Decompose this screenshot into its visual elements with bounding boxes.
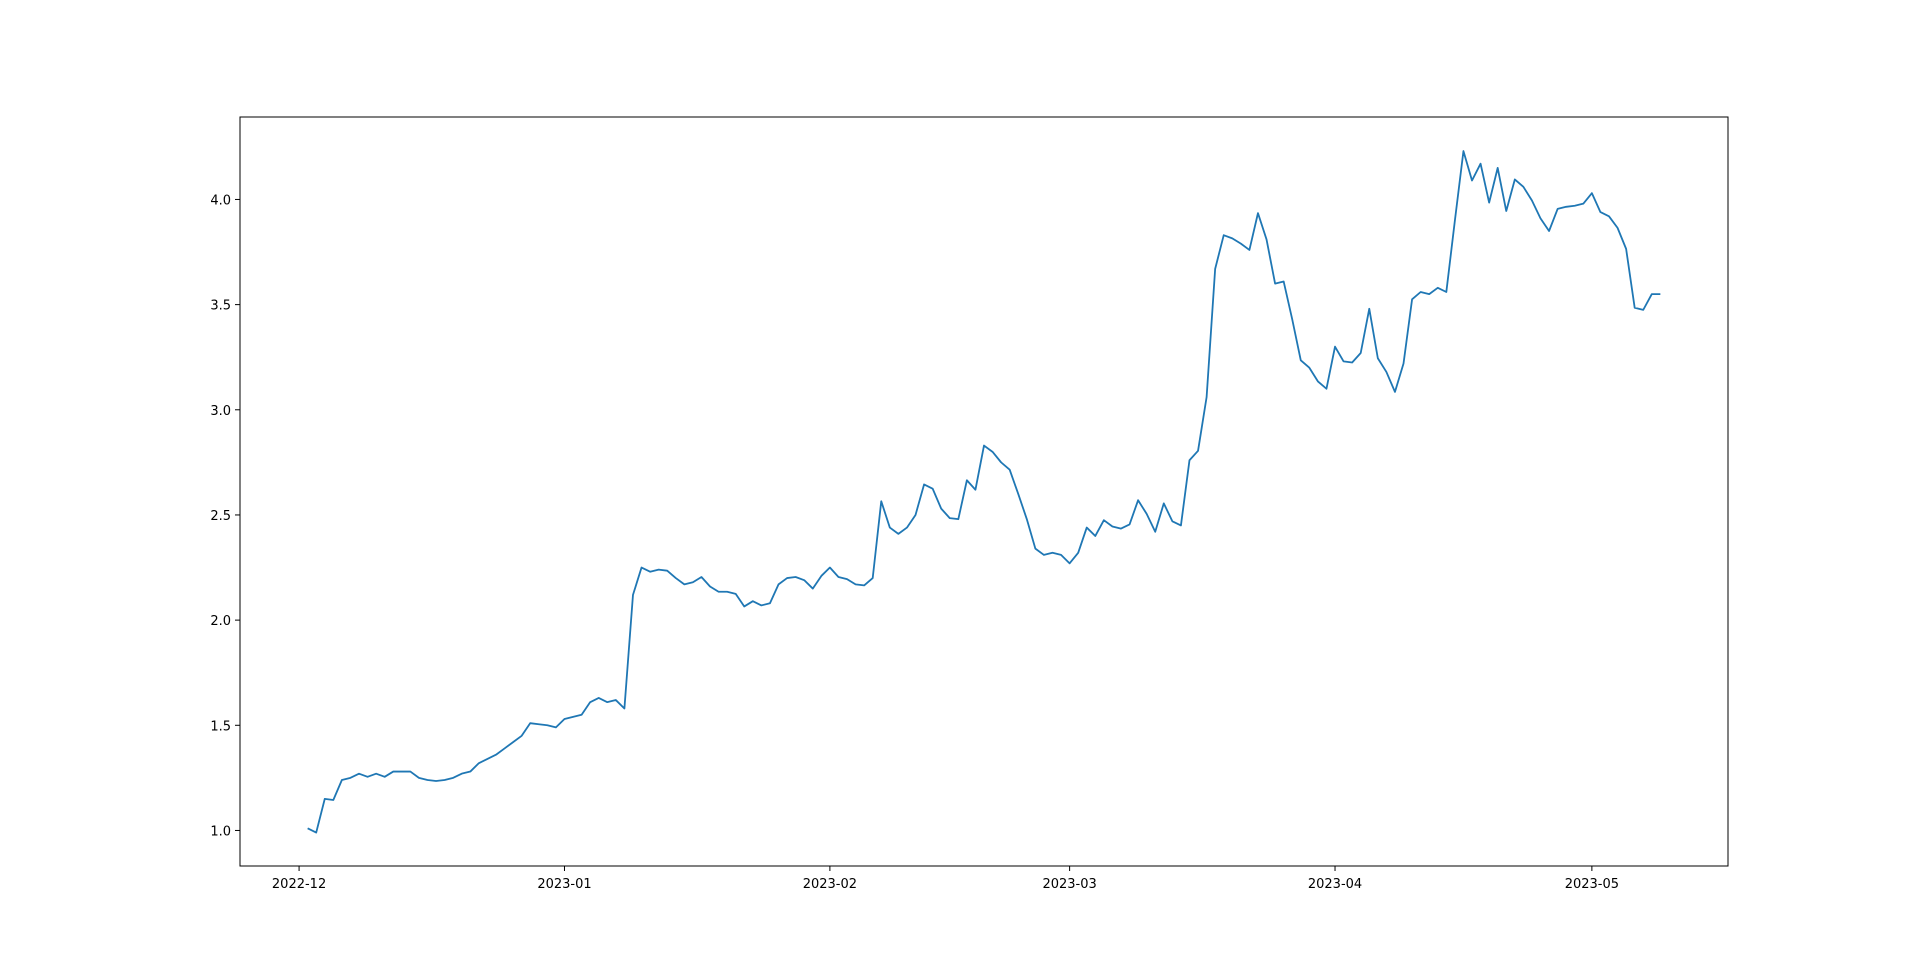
x-tick-label: 2023-05 [1565,877,1619,892]
y-tick-label: 1.0 [210,824,231,839]
y-tick-label: 2.0 [210,614,231,629]
y-tick-label: 4.0 [210,193,231,208]
plot-frame [239,116,1729,867]
x-tick-label: 2023-02 [803,877,857,892]
y-tick-label: 3.5 [210,299,231,314]
x-tick-label: 2023-04 [1308,877,1362,892]
y-tick-label: 1.5 [210,719,231,734]
y-tick-label: 3.0 [210,404,231,419]
data-line [307,150,1661,834]
y-tick-label: 2.5 [210,509,231,524]
x-tick-label: 2022-12 [272,877,326,892]
x-tick-label: 2023-03 [1042,877,1096,892]
x-tick-label: 2023-01 [537,877,591,892]
